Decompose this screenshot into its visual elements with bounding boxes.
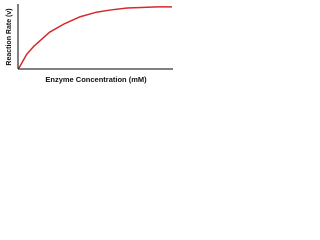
chart: Enzyme Concentration (mM) Reaction Rate …: [6, 4, 173, 84]
x-axis-label: Enzyme Concentration (mM): [45, 75, 147, 84]
data-line: [18, 6, 172, 69]
y-axis-label: Reaction Rate (v): [6, 8, 13, 65]
page: {"chart_data": {"type": "line", "x_label…: [0, 0, 180, 118]
